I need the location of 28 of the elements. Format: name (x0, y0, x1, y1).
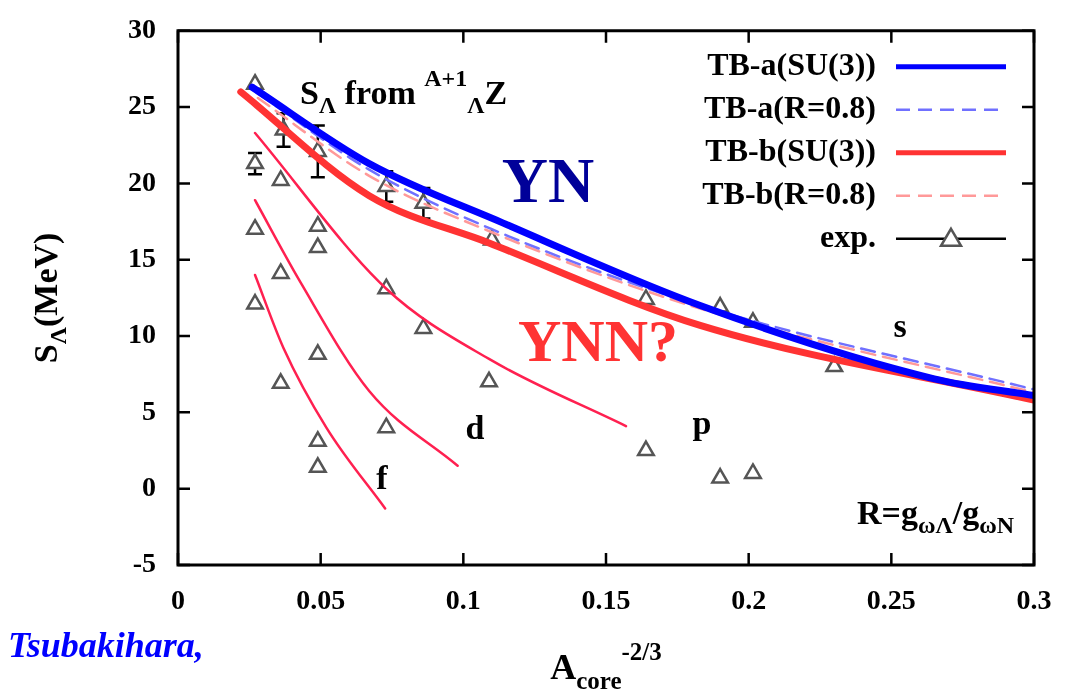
y-tick-label: 30 (128, 13, 156, 45)
legend-label: TB-a(R=0.8) (704, 89, 876, 126)
x-tick-label: 0 (171, 584, 185, 616)
annotation: f (376, 458, 389, 496)
y-axis-title: SΛ(MeV) (26, 232, 72, 364)
y-tick-label: 25 (128, 89, 156, 121)
annotation: YN (501, 144, 595, 216)
y-tick-label: 5 (142, 394, 156, 426)
x-tick-label: 0.2 (731, 584, 767, 616)
x-tick-label: 0.15 (581, 584, 631, 616)
x-tick-label: 0.05 (296, 584, 346, 616)
annotation: d (465, 408, 485, 446)
legend-label: TB-a(SU(3)) (707, 46, 876, 83)
y-tick-label: 0 (142, 470, 156, 502)
x-tick-label: 0.3 (1016, 584, 1052, 616)
text: Tsubakihara, (8, 625, 204, 666)
y-tick-label: -5 (132, 547, 156, 579)
legend-label: TB-b(SU(3)) (705, 132, 876, 169)
y-tick-label: 10 (128, 318, 156, 350)
y-tick-label: 15 (128, 241, 156, 273)
annotation: p (692, 403, 712, 441)
annotation: s (893, 306, 907, 344)
legend-label: TB-b(R=0.8) (702, 175, 876, 212)
y-tick-label: 20 (128, 165, 156, 197)
x-tick-label: 0.1 (445, 584, 481, 616)
legend-label: exp. (820, 218, 876, 255)
annotation: YNN? (518, 307, 678, 374)
x-tick-label: 0.25 (866, 584, 916, 616)
